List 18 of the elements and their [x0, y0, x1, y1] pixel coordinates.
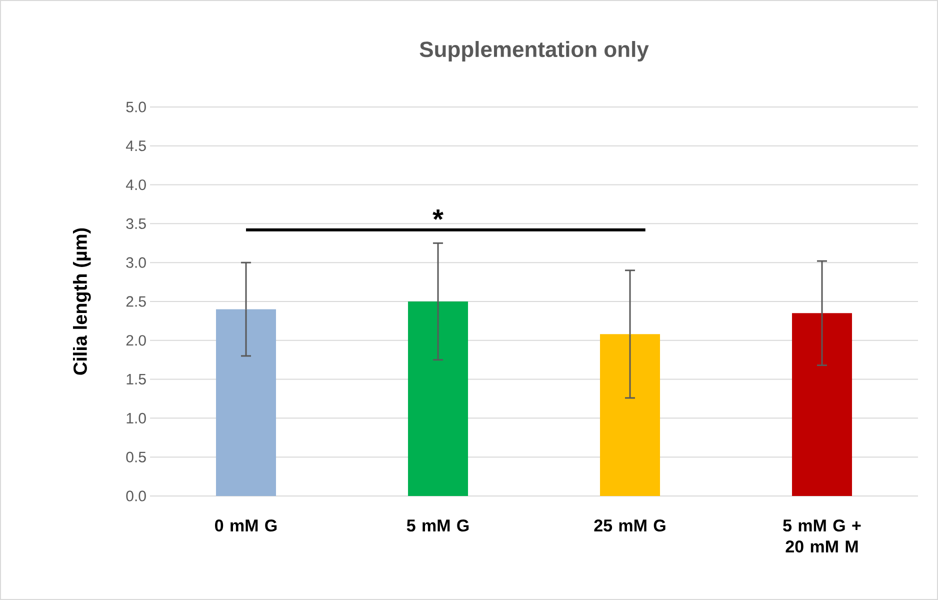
y-tick-label: 0.5	[126, 452, 146, 462]
y-tick-label: 4.0	[126, 179, 146, 190]
y-tick-label: 0.0	[126, 490, 146, 502]
y-tick-label: 3.5	[126, 218, 146, 229]
x-tick-label: 25 mM G	[594, 520, 666, 532]
y-tick-label: 1.5	[126, 374, 146, 385]
x-tick-label: 5 mM G + 20 mM M	[783, 520, 861, 553]
y-tick-label: 3.0	[126, 257, 146, 268]
y-tick-label: 5.0	[126, 102, 146, 112]
x-tick-label: 5 mM G	[406, 520, 469, 532]
y-axis-title: Cilia length (µm)	[73, 228, 91, 375]
y-tick-label: 2.5	[126, 296, 146, 307]
y-tick-label: 4.5	[126, 140, 146, 152]
y-tick-label: 2.0	[126, 335, 146, 346]
x-tick-label: 0 mM G	[215, 520, 277, 532]
annotation: *	[432, 209, 444, 220]
chart-title: Supplementation only	[420, 40, 649, 62]
y-tick-label: 1.0	[126, 412, 146, 424]
